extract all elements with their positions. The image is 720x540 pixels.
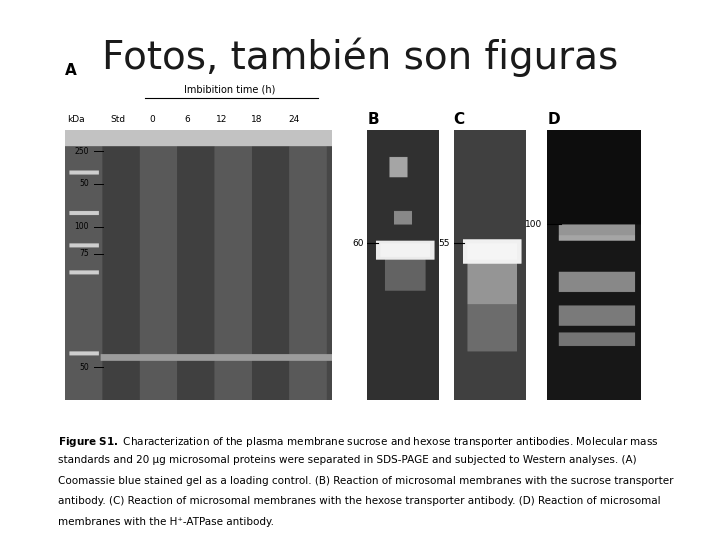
- Text: Std: Std: [110, 115, 126, 124]
- Text: 50: 50: [79, 363, 89, 372]
- Text: standards and 20 μg microsomal proteins were separated in SDS-PAGE and subjected: standards and 20 μg microsomal proteins …: [58, 455, 636, 465]
- Text: 24: 24: [288, 115, 300, 124]
- Text: 250: 250: [74, 147, 89, 156]
- Text: 50: 50: [79, 179, 89, 188]
- Text: $\bf{Figure\ S1.}$ Characterization of the plasma membrane sucrose and hexose tr: $\bf{Figure\ S1.}$ Characterization of t…: [58, 435, 658, 449]
- Text: B: B: [367, 112, 379, 127]
- Text: kDa: kDa: [67, 115, 84, 124]
- Text: Coomassie blue stained gel as a loading control. (B) Reaction of microsomal memb: Coomassie blue stained gel as a loading …: [58, 476, 673, 486]
- Text: antibody. (C) Reaction of microsomal membranes with the hexose transporter antib: antibody. (C) Reaction of microsomal mem…: [58, 496, 660, 507]
- Text: 0: 0: [150, 115, 156, 124]
- Text: 12: 12: [216, 115, 228, 124]
- Text: Fotos, también son figuras: Fotos, también son figuras: [102, 38, 618, 77]
- Text: membranes with the H⁺-ATPase antibody.: membranes with the H⁺-ATPase antibody.: [58, 517, 274, 527]
- Text: 6: 6: [184, 115, 190, 124]
- Text: Imbibition time (h): Imbibition time (h): [184, 85, 276, 95]
- Text: 18: 18: [251, 115, 262, 124]
- Text: 55: 55: [438, 239, 450, 247]
- Text: 100: 100: [74, 222, 89, 231]
- Text: 60: 60: [352, 239, 364, 247]
- Text: D: D: [547, 112, 560, 127]
- Text: 100: 100: [526, 220, 543, 228]
- Text: C: C: [454, 112, 464, 127]
- Text: A: A: [65, 63, 76, 78]
- Text: 75: 75: [79, 249, 89, 258]
